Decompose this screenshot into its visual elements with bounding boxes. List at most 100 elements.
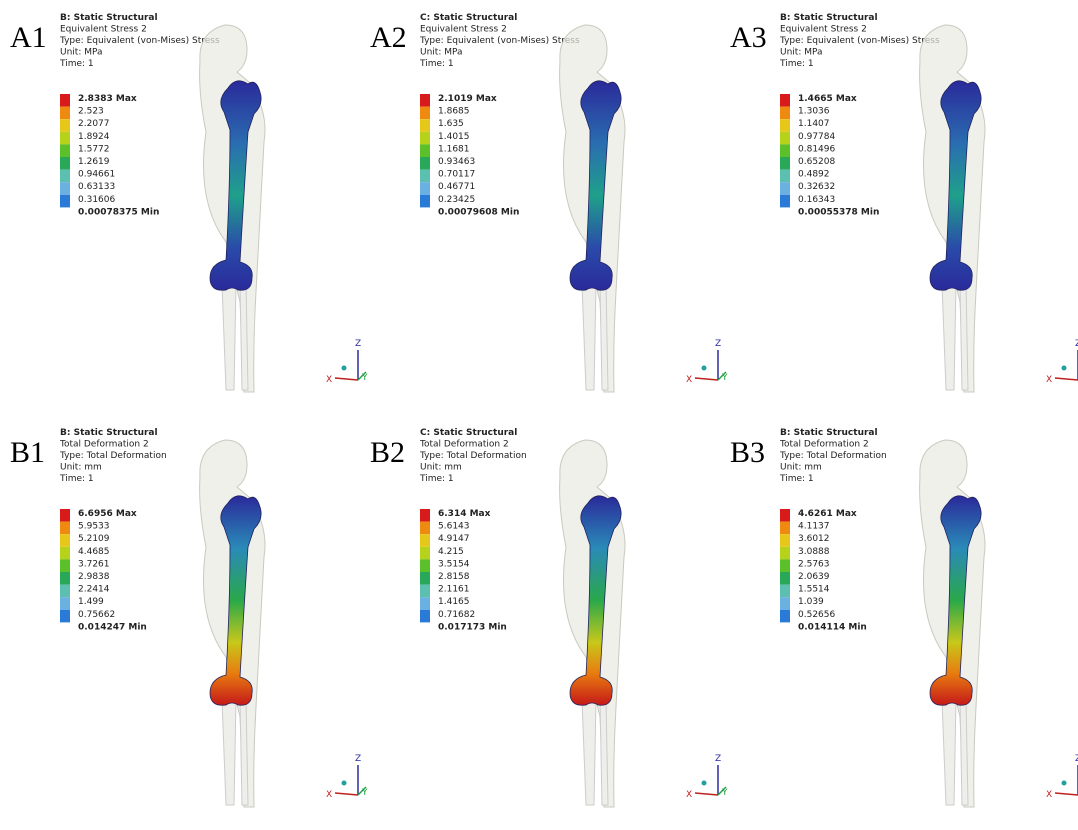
- header-line: Type: Total Deformation: [779, 451, 887, 461]
- legend-label: 0.93463: [438, 157, 475, 167]
- legend-swatch: [60, 182, 70, 195]
- header-line: Type: Equivalent (von-Mises) Stress: [419, 36, 580, 46]
- legend-swatch: [780, 144, 790, 157]
- legend-swatch: [60, 509, 70, 522]
- triad-x: [695, 793, 718, 795]
- legend-label: 2.8158: [438, 572, 470, 582]
- legend-label: 0.16343: [798, 195, 835, 205]
- triad-label: X: [1046, 375, 1052, 385]
- header-line: Time: 1: [59, 474, 94, 484]
- legend-label: 0.52656: [798, 610, 835, 620]
- legend-label: 4.215: [438, 547, 464, 557]
- legend-swatch: [780, 182, 790, 195]
- triad-label: X: [326, 375, 332, 385]
- legend-swatch: [780, 170, 790, 183]
- legend-label: 0.00055378 Min: [798, 207, 879, 217]
- legend-swatch: [60, 522, 70, 535]
- header-line: B: Static Structural: [780, 13, 878, 23]
- panel-label: A1: [10, 21, 47, 54]
- header-line: Type: Total Deformation: [59, 451, 167, 461]
- legend-swatch: [60, 119, 70, 132]
- legend-label: 0.75662: [78, 610, 115, 620]
- triad-dot: [342, 781, 347, 786]
- leg-ghost: [582, 700, 608, 805]
- legend-swatch: [60, 170, 70, 183]
- header-line: C: Static Structural: [420, 428, 517, 438]
- legend-swatch: [60, 547, 70, 560]
- legend-label: 4.1137: [798, 522, 830, 532]
- legend-swatch: [420, 182, 430, 195]
- figure-canvas: A1 B: Static Structural Equivalent Stress …: [0, 0, 1078, 830]
- legend-label: 0.014114 Min: [798, 622, 867, 632]
- legend-label: 0.70117: [438, 170, 475, 180]
- legend-swatch: [60, 534, 70, 547]
- header-line: Unit: MPa: [420, 48, 463, 58]
- header-line: Type: Equivalent (von-Mises) Stress: [779, 36, 940, 46]
- legend-label: 1.3036: [798, 107, 830, 117]
- legend-swatch: [60, 597, 70, 610]
- legend-label: 2.2077: [78, 119, 110, 129]
- legend-swatch: [420, 195, 430, 208]
- legend-label: 4.9147: [438, 534, 470, 544]
- header-line: Equivalent Stress 2: [420, 25, 507, 35]
- triad-label: Z: [715, 754, 721, 764]
- legend-label: 0.94661: [78, 170, 115, 180]
- legend-label: 1.2619: [78, 157, 110, 167]
- legend-label: 5.6143: [438, 522, 470, 532]
- legend-label: 1.8685: [438, 107, 470, 117]
- triad-label: X: [686, 790, 692, 800]
- header-line: B: Static Structural: [60, 428, 158, 438]
- legend-swatch: [420, 132, 430, 145]
- legend-label: 3.7261: [78, 559, 110, 569]
- legend-swatch: [60, 132, 70, 145]
- legend-swatch: [420, 547, 430, 560]
- legend-swatch: [60, 157, 70, 170]
- panel: B2C: Static StructuralTotal Deformation …: [370, 428, 728, 807]
- legend-swatch: [780, 107, 790, 120]
- legend-label: 1.039: [798, 597, 824, 607]
- legend-label: 0.97784: [798, 132, 835, 142]
- leg-ghost: [942, 700, 968, 805]
- legend-label: 1.8924: [78, 132, 110, 142]
- legend-swatch: [780, 522, 790, 535]
- header-line: Unit: MPa: [60, 48, 103, 58]
- header-line: Unit: mm: [60, 463, 102, 473]
- triad-dot: [702, 781, 707, 786]
- panel-label: A2: [370, 21, 407, 54]
- triad-x: [1055, 793, 1078, 795]
- triad-label: Y: [721, 788, 728, 798]
- triad-label: Y: [361, 373, 368, 383]
- legend-label: 2.2414: [78, 585, 110, 595]
- triad-label: Z: [355, 754, 361, 764]
- legend-swatch: [60, 585, 70, 598]
- legend-swatch: [780, 585, 790, 598]
- header-line: Time: 1: [779, 59, 814, 69]
- legend-swatch: [420, 157, 430, 170]
- legend-label: 2.1019 Max: [438, 94, 497, 104]
- legend-swatch: [780, 534, 790, 547]
- triad-x: [1055, 378, 1078, 380]
- legend-label: 0.65208: [798, 157, 835, 167]
- legend-label: 1.4015: [438, 132, 470, 142]
- legend-swatch: [420, 572, 430, 585]
- triad-x: [335, 378, 358, 380]
- legend-swatch: [60, 572, 70, 585]
- panel-label: B2: [370, 436, 405, 469]
- panel-label: B3: [730, 436, 765, 469]
- header-line: B: Static Structural: [780, 428, 878, 438]
- header-line: Time: 1: [419, 474, 454, 484]
- header-line: Time: 1: [59, 59, 94, 69]
- triad-dot: [1062, 366, 1067, 371]
- legend-swatch: [420, 170, 430, 183]
- legend-label: 2.0639: [798, 572, 830, 582]
- legend-label: 1.4165: [438, 597, 470, 607]
- legend-swatch: [420, 94, 430, 107]
- legend-label: 6.6956 Max: [78, 509, 137, 519]
- triad-label: X: [686, 375, 692, 385]
- legend-swatch: [60, 94, 70, 107]
- leg-ghost: [582, 285, 608, 390]
- legend-label: 0.00078375 Min: [78, 207, 159, 217]
